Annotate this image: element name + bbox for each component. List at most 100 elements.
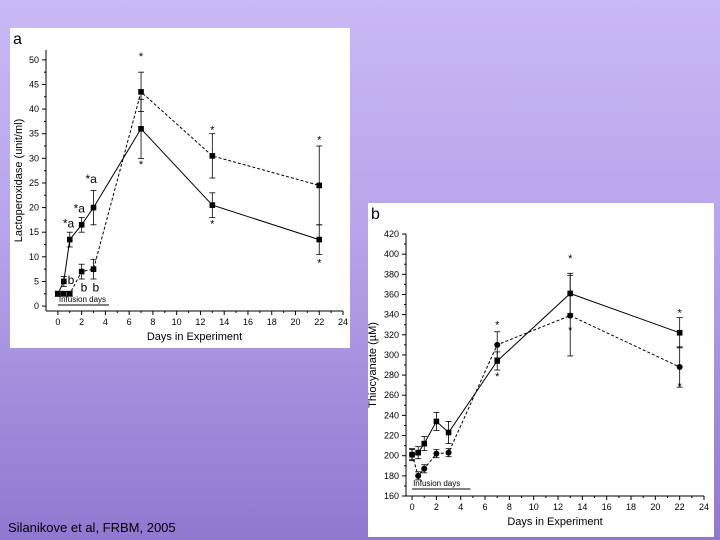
data-point — [78, 268, 85, 275]
x-tick-label: 2 — [434, 502, 439, 512]
y-tick-label: 200 — [384, 451, 399, 461]
y-tick-label: 0 — [34, 301, 39, 311]
y-tick-label: 35 — [29, 129, 39, 139]
y-tick-label: 220 — [384, 431, 399, 441]
y-tick-label: 340 — [384, 310, 399, 320]
data-point — [78, 222, 85, 228]
significance-annotation: * — [317, 258, 322, 270]
x-tick-label: 14 — [577, 502, 587, 512]
data-point — [90, 266, 97, 272]
significance-annotation: * — [210, 125, 215, 137]
data-point — [421, 440, 428, 447]
data-point — [61, 290, 67, 297]
y-tick-label: 260 — [384, 390, 399, 400]
x-tick-label: 20 — [650, 502, 660, 512]
x-tick-label: 16 — [602, 502, 612, 512]
significance-annotation: * — [317, 135, 322, 147]
x-tick-label: 10 — [172, 317, 182, 327]
data-point — [316, 236, 323, 243]
data-point — [415, 472, 422, 479]
y-tick-label: 280 — [384, 370, 399, 380]
significance-annotation: *a — [63, 216, 75, 230]
data-point — [433, 450, 440, 457]
significance-annotation: * — [678, 381, 683, 393]
y-tick-label: 180 — [384, 471, 399, 481]
data-point — [66, 236, 73, 243]
x-tick-label: 10 — [529, 502, 539, 512]
infusion-days-label: Infusion days — [413, 479, 460, 488]
y-tick-label: 40 — [29, 104, 39, 114]
significance-annotation: b — [81, 280, 88, 294]
chart-panel-b: b 0 2 4 6 8 10 12 14 16 18 20 22 24 160 180 200 220 240 260… — [368, 203, 714, 537]
x-tick-label: 6 — [127, 317, 132, 327]
significance-annotation: * — [495, 371, 500, 383]
y-tick-label: 400 — [384, 249, 399, 259]
data-point — [138, 89, 144, 95]
data-point — [433, 418, 440, 425]
y-tick-label: 50 — [29, 55, 39, 65]
significance-annotation: *a — [74, 202, 86, 216]
infusion-days-label: Infusion days — [59, 295, 106, 304]
data-point — [567, 312, 574, 319]
data-point — [209, 202, 216, 208]
x-tick-label: 24 — [338, 317, 348, 327]
data-point — [676, 329, 683, 336]
y-tick-label: 10 — [29, 252, 39, 262]
significance-annotation: * — [210, 218, 215, 230]
x-tick-label: 4 — [458, 502, 463, 512]
significance-annotation: b — [68, 273, 75, 287]
data-point — [61, 278, 67, 285]
panel-label: b — [371, 206, 380, 223]
x-tick-label: 0 — [410, 502, 415, 512]
significance-annotation: * — [139, 51, 144, 63]
x-tick-label: 16 — [243, 317, 253, 327]
significance-annotation: * — [495, 320, 500, 332]
data-point — [421, 465, 428, 472]
x-tick-label: 4 — [103, 317, 108, 327]
significance-annotation: * — [568, 253, 573, 265]
y-tick-label: 20 — [29, 203, 39, 213]
y-tick-label: 45 — [29, 79, 39, 89]
y-tick-label: 240 — [384, 410, 399, 420]
y-tick-label: 420 — [384, 229, 399, 239]
x-tick-label: 8 — [507, 502, 512, 512]
chart-panel-a: a 0 2 4 6 8 10 12 14 16 18 20 22 24 0 5 10 15 20 25 30 35 40 45… — [10, 28, 350, 348]
x-tick-label: 14 — [219, 317, 229, 327]
series-1-line — [411, 292, 680, 456]
y-tick-label: 300 — [384, 350, 399, 360]
significance-annotation: * — [568, 325, 573, 337]
x-axis-label: Days in Experiment — [507, 516, 602, 528]
data-point — [494, 341, 501, 348]
x-tick-label: 12 — [195, 317, 205, 327]
significance-annotation: *a — [85, 172, 97, 186]
significance-annotation: b — [93, 280, 100, 294]
significance-annotation: * — [678, 308, 683, 320]
y-tick-label: 160 — [384, 491, 399, 501]
x-tick-label: 2 — [79, 317, 84, 327]
data-point — [209, 153, 216, 159]
x-tick-label: 24 — [699, 502, 709, 512]
x-tick-label: 0 — [55, 317, 60, 327]
data-point — [66, 290, 73, 297]
data-point — [445, 449, 452, 456]
y-tick-label: 380 — [384, 269, 399, 279]
significance-annotation: * — [139, 159, 144, 171]
y-tick-label: 360 — [384, 289, 399, 299]
data-point — [494, 358, 501, 364]
series-2-line — [57, 90, 320, 295]
data-point — [445, 429, 452, 436]
data-point — [316, 182, 323, 189]
x-tick-label: 22 — [314, 317, 324, 327]
x-tick-label: 18 — [267, 317, 277, 327]
data-point — [415, 449, 421, 456]
data-point — [676, 364, 683, 371]
panel-label: a — [13, 31, 22, 48]
x-tick-label: 6 — [483, 502, 488, 512]
y-tick-label: 30 — [29, 153, 39, 163]
data-point — [55, 290, 61, 297]
lactoperoxidase-chart: a0 2 4 6 8 10 12 14 16 18 20 22 24051015202530354045… — [13, 31, 348, 343]
y-axis-label: Thiocyanate (µM) — [368, 322, 379, 408]
x-tick-label: 20 — [290, 317, 300, 327]
y-axis-label: Lactoperoxidase (unit/ml) — [13, 119, 25, 243]
data-point — [409, 451, 416, 458]
